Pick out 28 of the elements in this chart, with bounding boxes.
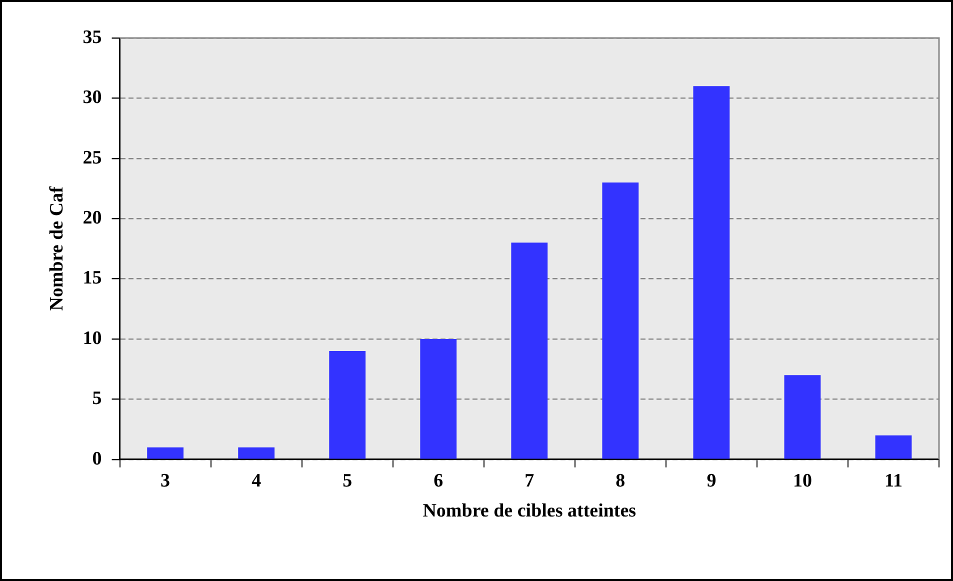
- x-tick-label: 10: [792, 470, 812, 492]
- x-tick-label: 11: [884, 470, 902, 492]
- y-tick-label: 0: [92, 448, 102, 470]
- x-tick-label: 9: [706, 470, 716, 492]
- x-tick-label: 6: [434, 470, 444, 492]
- y-tick-label: 25: [82, 147, 102, 168]
- bar: [693, 86, 730, 459]
- bar: [147, 447, 184, 459]
- x-tick-label: 4: [252, 470, 262, 492]
- y-tick-label: 10: [82, 328, 102, 349]
- bar: [784, 375, 821, 459]
- y-tick-label: 35: [82, 26, 102, 48]
- y-tick-label: 20: [82, 208, 102, 229]
- y-tick-label: 15: [82, 268, 102, 289]
- bar: [238, 447, 275, 459]
- x-tick-label: 5: [342, 470, 352, 492]
- bar: [602, 182, 639, 459]
- y-tick-label: 5: [92, 388, 102, 410]
- y-axis-title: Nombre de Caf: [46, 186, 68, 311]
- bar: [420, 339, 457, 459]
- x-axis-title: Nombre de cibles atteintes: [422, 500, 636, 522]
- x-tick-label: 7: [524, 470, 535, 492]
- x-tick-label: 3: [160, 470, 170, 492]
- x-tick-label: 8: [616, 470, 626, 492]
- bar: [329, 351, 366, 459]
- bar: [511, 242, 548, 459]
- y-tick-label: 30: [82, 87, 102, 108]
- bar: [875, 435, 912, 459]
